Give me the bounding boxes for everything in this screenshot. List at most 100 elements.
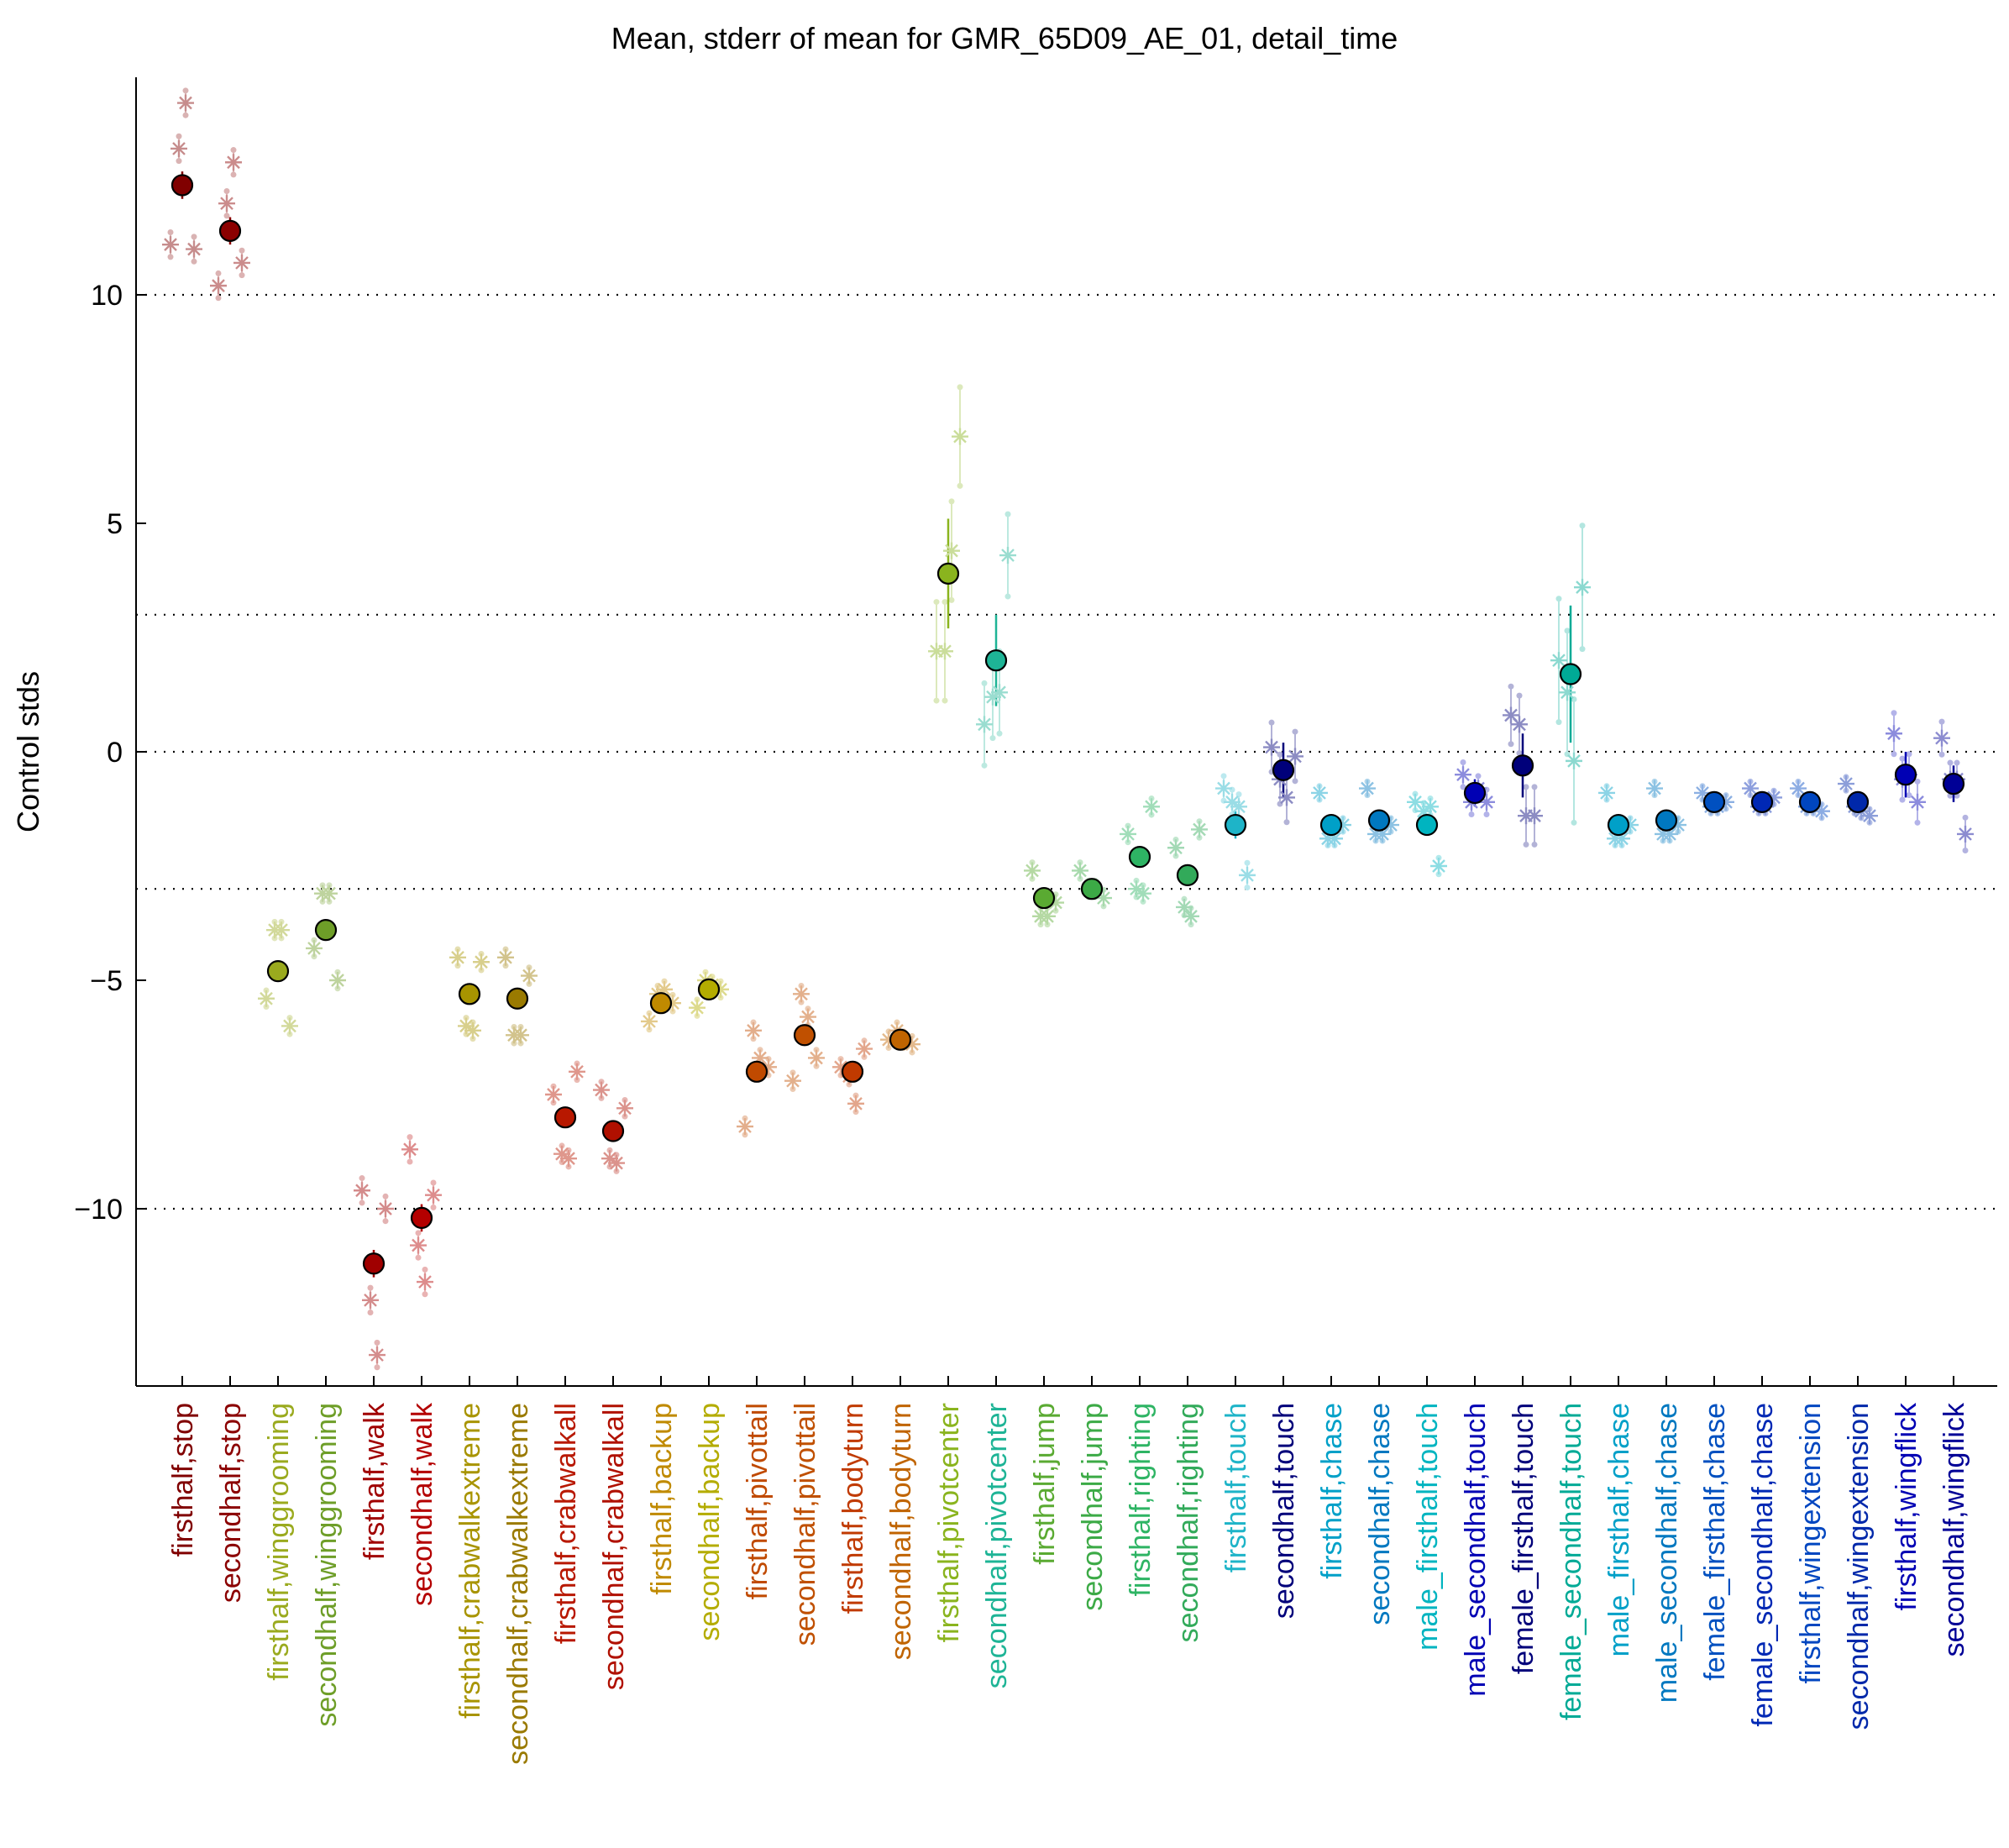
mean-marker <box>1750 790 1774 813</box>
mean-marker <box>984 649 1008 672</box>
sample-range-end <box>942 599 948 606</box>
sample-point <box>1430 858 1447 874</box>
sample-range-end <box>1938 718 1945 725</box>
sample-point <box>991 684 1008 701</box>
sample-range-end <box>191 258 197 265</box>
sample-point <box>1511 716 1528 733</box>
sample-range-end <box>1268 719 1275 726</box>
mean-marker <box>266 960 290 983</box>
sample-point <box>641 1012 658 1030</box>
sample-range-end <box>1906 792 1912 799</box>
error-bars <box>167 87 1969 1371</box>
sample-range-end <box>1244 859 1251 866</box>
sample-range-end <box>1531 784 1538 790</box>
sample-range-end <box>215 295 222 302</box>
sample-range-end <box>167 254 174 260</box>
sample-range-end <box>1891 751 1897 758</box>
sample-range-end <box>1508 683 1514 690</box>
sample-point <box>1646 780 1663 797</box>
sample-point <box>1813 802 1830 820</box>
mean-marker <box>841 1060 864 1083</box>
mean-marker <box>1367 809 1391 832</box>
sample-point <box>233 254 250 271</box>
sample-point <box>1183 907 1199 925</box>
x-tick-label: firsthalf,crabwalkextreme <box>454 1403 486 1719</box>
sample-range-end <box>957 482 963 489</box>
sample-range-end <box>942 697 948 704</box>
sample-point <box>1120 825 1136 843</box>
sample-range-end <box>407 1134 413 1141</box>
x-tick-label: secondhalf,backup <box>694 1403 726 1641</box>
sample-point <box>1861 807 1878 825</box>
sample-point <box>1598 784 1615 801</box>
y-tick-label: 5 <box>107 508 123 540</box>
sample-point <box>593 1081 610 1099</box>
mean-marker <box>697 978 721 1000</box>
x-tick-label: firsthalf,crabwalkall <box>550 1403 582 1644</box>
x-tick-label: male_secondhalf,touch <box>1460 1403 1492 1697</box>
x-tick-label: male_secondhalf,chase <box>1651 1403 1683 1703</box>
sample-point <box>936 643 953 660</box>
sample-range-end <box>1571 819 1577 826</box>
sample-range-end <box>1508 741 1514 748</box>
x-tick-label: secondhalf,jump <box>1077 1403 1109 1611</box>
sample-point <box>329 972 346 989</box>
x-tick-label: firsthalf,stop <box>167 1403 199 1557</box>
sample-point <box>281 1017 298 1035</box>
sample-range-end <box>1475 773 1482 780</box>
sample-points <box>162 94 1974 1364</box>
sample-range-end <box>382 1193 389 1200</box>
sample-range-end <box>374 1364 380 1371</box>
sample-point <box>616 1100 633 1117</box>
x-tick-label: secondhalf,righting <box>1172 1403 1204 1642</box>
sample-point <box>1024 862 1041 879</box>
sample-point <box>784 1072 801 1089</box>
sample-range-end <box>1483 811 1490 818</box>
mean-marker <box>745 1060 768 1083</box>
sample-range-end <box>367 1284 374 1291</box>
sample-point <box>999 547 1016 564</box>
sample-range-end <box>167 228 174 235</box>
sample-point <box>401 1141 418 1158</box>
sample-range-end <box>182 87 189 94</box>
sample-point <box>210 277 227 295</box>
x-tick-label: firsthalf,bodyturn <box>837 1403 869 1614</box>
sample-point <box>943 542 960 559</box>
x-tick-label: female_secondhalf,touch <box>1555 1403 1587 1720</box>
sample-point <box>689 999 706 1016</box>
sample-point <box>1135 885 1151 902</box>
sample-point <box>410 1236 427 1254</box>
x-tick-label: secondhalf,walk <box>407 1402 438 1606</box>
sample-point <box>1191 821 1208 838</box>
mean-marker <box>936 562 960 585</box>
sample-range-end <box>1004 593 1011 600</box>
x-tick-label: secondhalf,crabwalkextreme <box>502 1403 534 1765</box>
mean-marker <box>553 1106 577 1129</box>
mean-marker <box>601 1120 625 1142</box>
x-tick-label: firsthalf,wingflick <box>1891 1402 1922 1611</box>
sample-point <box>512 1026 529 1044</box>
chart-title: Mean, stderr of mean for GMR_65D09_AE_01… <box>611 21 1398 55</box>
x-tick-label: firsthalf,righting <box>1125 1403 1157 1597</box>
sample-point <box>737 1118 753 1136</box>
sample-range-end <box>1954 759 1960 766</box>
sample-range-end <box>239 272 245 279</box>
sample-range-end <box>1564 627 1571 634</box>
sample-point <box>425 1186 442 1204</box>
sample-point <box>1957 825 1974 843</box>
sample-range-end <box>957 384 963 391</box>
mean-marker <box>1032 886 1056 910</box>
sample-point <box>1933 729 1950 747</box>
x-tick-label: secondhalf,stop <box>215 1403 247 1603</box>
y-tick-label: −10 <box>74 1194 123 1226</box>
sample-range-end <box>1555 719 1562 726</box>
mean-marker <box>649 992 673 1015</box>
sample-point <box>1742 780 1759 797</box>
x-tick-label: secondhalf,wingflick <box>1938 1402 1970 1656</box>
mean-marker <box>362 1252 386 1275</box>
sample-range-end <box>1523 841 1529 848</box>
sample-point <box>1526 807 1543 825</box>
sample-range-end <box>1962 814 1969 821</box>
sample-point <box>449 948 466 966</box>
sample-point <box>800 1008 816 1026</box>
